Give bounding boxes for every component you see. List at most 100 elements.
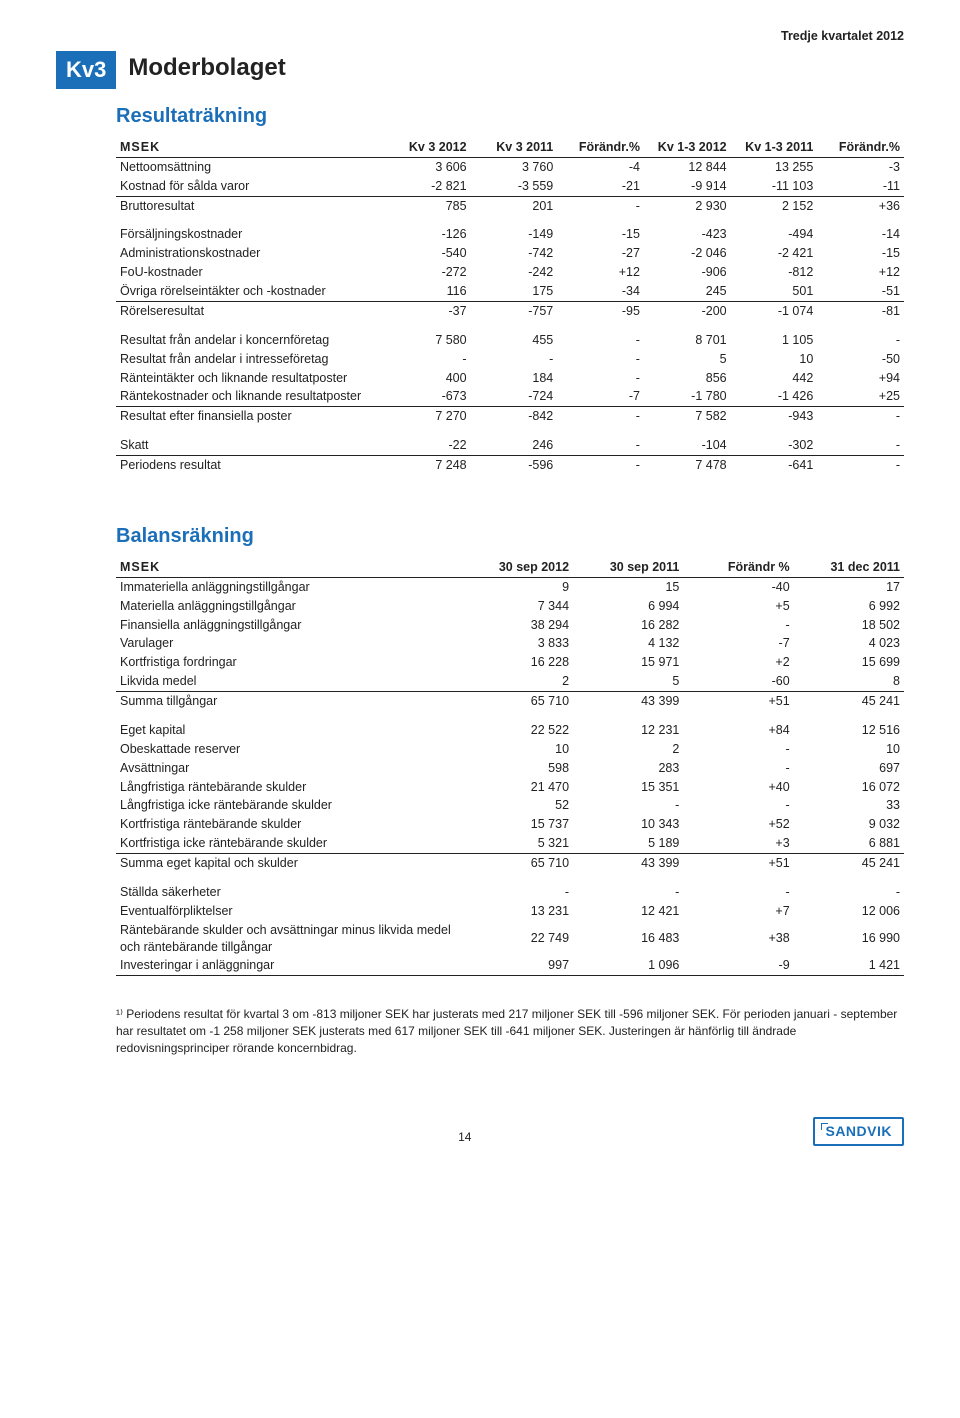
cell-value: 3 606 xyxy=(384,157,471,176)
sandvik-logo: SANDVIK xyxy=(813,1117,904,1146)
cell-value: -104 xyxy=(644,436,731,455)
cell-value: 455 xyxy=(471,331,558,350)
cell-value: 15 971 xyxy=(573,653,683,672)
cell-value: 245 xyxy=(644,282,731,301)
report-period: Tredje kvartalet 2012 xyxy=(56,28,904,45)
table-row: Ränteintäkter och liknande resultatposte… xyxy=(116,369,904,388)
row-label: Kortfristiga icke räntebärande skulder xyxy=(116,834,463,853)
col-header: Kv 1-3 2011 xyxy=(731,138,818,157)
cell-value: - xyxy=(683,883,793,902)
table-row: Resultat från andelar i koncernföretag7 … xyxy=(116,331,904,350)
row-label: Långfristiga icke räntebärande skulder xyxy=(116,796,463,815)
row-label: Övriga rörelseintäkter och -kostnader xyxy=(116,282,384,301)
cell-value: 283 xyxy=(573,759,683,778)
row-label: Rörelseresultat xyxy=(116,301,384,320)
cell-value: - xyxy=(794,883,904,902)
cell-value: -95 xyxy=(557,301,644,320)
row-label: Periodens resultat xyxy=(116,456,384,475)
row-label: Kortfristiga fordringar xyxy=(116,653,463,672)
cell-value: 5 xyxy=(573,672,683,691)
row-label: Summa tillgångar xyxy=(116,692,463,711)
cell-value: -757 xyxy=(471,301,558,320)
row-label: Nettoomsättning xyxy=(116,157,384,176)
income-title: Resultaträkning xyxy=(116,103,904,130)
cell-value: 2 152 xyxy=(731,196,818,215)
col-header: Förändr.% xyxy=(557,138,644,157)
row-label: Räntekostnader och liknande resultatpost… xyxy=(116,387,384,406)
cell-value: -4 xyxy=(557,157,644,176)
cell-value: +12 xyxy=(557,263,644,282)
col-header: Kv 3 2012 xyxy=(384,138,471,157)
cell-value: -842 xyxy=(471,407,558,426)
cell-value: 15 xyxy=(573,577,683,596)
cell-value: +40 xyxy=(683,778,793,797)
cell-value: - xyxy=(557,350,644,369)
footnote: ¹⁾ Periodens resultat för kvartal 3 om -… xyxy=(116,1006,904,1056)
page-number: 14 xyxy=(458,1129,471,1145)
cell-value: 6 992 xyxy=(794,597,904,616)
cell-value: 12 844 xyxy=(644,157,731,176)
cell-value: -3 xyxy=(817,157,904,176)
table-row: Materiella anläggningstillgångar7 3446 9… xyxy=(116,597,904,616)
cell-value: 501 xyxy=(731,282,818,301)
col-header: 31 dec 2011 xyxy=(794,558,904,577)
table-row: Bruttoresultat785201-2 9302 152+36 xyxy=(116,196,904,215)
cell-value: -2 821 xyxy=(384,177,471,196)
table-row: Eget kapital22 52212 231+8412 516 xyxy=(116,721,904,740)
cell-value: -2 046 xyxy=(644,244,731,263)
cell-value: 10 xyxy=(463,740,573,759)
col-header: Förändr.% xyxy=(817,138,904,157)
col-label: MSEK xyxy=(116,558,463,577)
cell-value: - xyxy=(573,796,683,815)
row-label: Avsättningar xyxy=(116,759,463,778)
cell-value: 16 990 xyxy=(794,921,904,957)
cell-value: 184 xyxy=(471,369,558,388)
cell-value: 3 833 xyxy=(463,634,573,653)
table-row: Avsättningar598283-697 xyxy=(116,759,904,778)
cell-value: 2 xyxy=(463,672,573,691)
cell-value: +52 xyxy=(683,815,793,834)
cell-value: 33 xyxy=(794,796,904,815)
cell-value: -50 xyxy=(817,350,904,369)
table-row: Summa eget kapital och skulder65 71043 3… xyxy=(116,854,904,873)
cell-value: 17 xyxy=(794,577,904,596)
cell-value: -1 780 xyxy=(644,387,731,406)
cell-value: 12 231 xyxy=(573,721,683,740)
cell-value: -943 xyxy=(731,407,818,426)
page-title: Moderbolaget xyxy=(128,52,285,84)
cell-value: 2 xyxy=(573,740,683,759)
cell-value: 785 xyxy=(384,196,471,215)
table-row: Kortfristiga räntebärande skulder15 7371… xyxy=(116,815,904,834)
table-row: Rörelseresultat-37-757-95-200-1 074-81 xyxy=(116,301,904,320)
cell-value: 201 xyxy=(471,196,558,215)
table-row: Räntebärande skulder och avsättningar mi… xyxy=(116,921,904,957)
table-row: Varulager3 8334 132-74 023 xyxy=(116,634,904,653)
cell-value: -742 xyxy=(471,244,558,263)
cell-value: -302 xyxy=(731,436,818,455)
cell-value: 12 006 xyxy=(794,902,904,921)
quarter-badge: Kv3 xyxy=(56,51,116,89)
cell-value: 6 994 xyxy=(573,597,683,616)
table-row: Resultat från andelar i intresseföretag-… xyxy=(116,350,904,369)
cell-value: 697 xyxy=(794,759,904,778)
cell-value: -7 xyxy=(557,387,644,406)
cell-value: 16 072 xyxy=(794,778,904,797)
table-row: Likvida medel25-608 xyxy=(116,672,904,691)
cell-value: -540 xyxy=(384,244,471,263)
cell-value: 43 399 xyxy=(573,692,683,711)
cell-value: 7 344 xyxy=(463,597,573,616)
cell-value: 45 241 xyxy=(794,854,904,873)
cell-value: 598 xyxy=(463,759,573,778)
row-label: Ställda säkerheter xyxy=(116,883,463,902)
cell-value: -22 xyxy=(384,436,471,455)
row-label: Materiella anläggningstillgångar xyxy=(116,597,463,616)
cell-value: 22 749 xyxy=(463,921,573,957)
row-label: Ränteintäkter och liknande resultatposte… xyxy=(116,369,384,388)
cell-value: 5 321 xyxy=(463,834,573,853)
cell-value: -34 xyxy=(557,282,644,301)
table-row: Skatt-22246--104-302- xyxy=(116,436,904,455)
cell-value: 18 502 xyxy=(794,616,904,635)
cell-value: 45 241 xyxy=(794,692,904,711)
cell-value: -906 xyxy=(644,263,731,282)
cell-value: -9 xyxy=(683,956,793,975)
